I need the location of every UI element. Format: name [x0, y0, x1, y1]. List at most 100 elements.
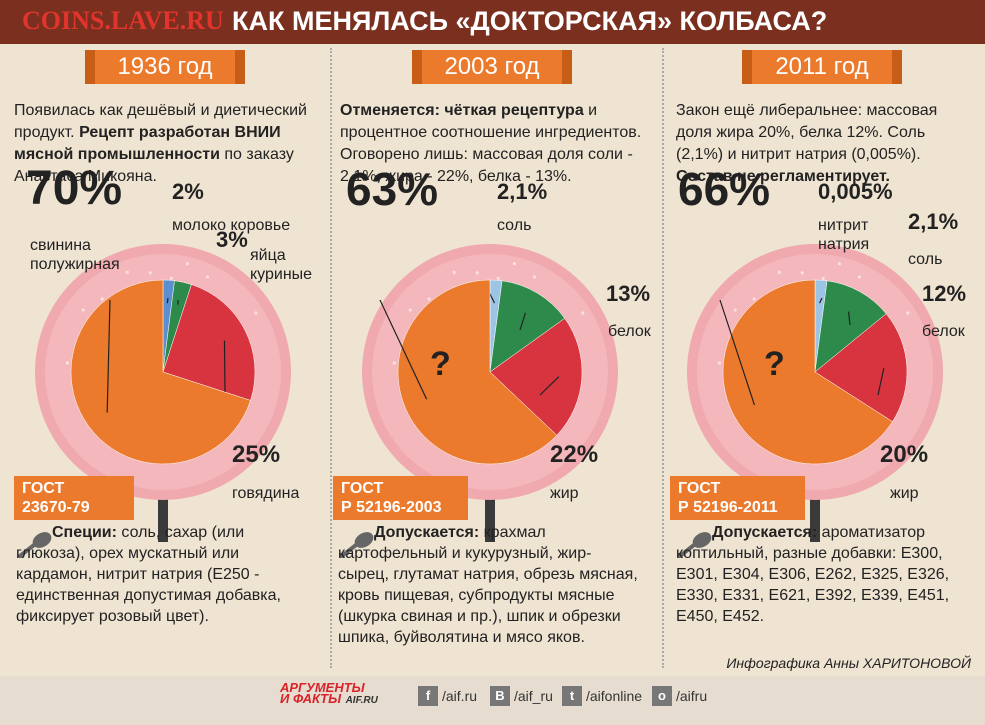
- text: ГОСТ: [22, 480, 65, 497]
- text: 23670-79: [22, 499, 90, 516]
- gost: ГОСТ 23670-79: [14, 476, 134, 520]
- speck: [65, 361, 70, 365]
- speck: [408, 308, 412, 312]
- pie-slice: [397, 279, 558, 465]
- category-label: жир: [550, 485, 579, 502]
- icon: B: [490, 686, 510, 706]
- logo-text: И ФАКТЫ: [280, 691, 342, 706]
- speck: [254, 311, 258, 315]
- text: Допускается:: [712, 524, 818, 541]
- icon: f: [418, 686, 438, 706]
- text: Отменяется: чёткая рецептура: [340, 102, 584, 119]
- value-label: 3%: [216, 226, 248, 252]
- speck: [581, 311, 585, 315]
- pie-slice: [814, 280, 887, 373]
- text: Рецепт разработан ВНИИ мясной промышленн…: [14, 124, 281, 163]
- speck: [185, 262, 190, 266]
- category-label: ?: [430, 345, 451, 383]
- value-label: 70%: [26, 162, 123, 216]
- spoon: [678, 543, 696, 558]
- speck: [532, 275, 537, 279]
- leader-line: [819, 297, 823, 304]
- leader-line: [539, 376, 560, 396]
- text: Закон ещё либеральнее: массовая доля жир…: [676, 102, 938, 163]
- value-label: 2%: [172, 178, 204, 204]
- value-label: 25%: [232, 440, 281, 468]
- gost: ГОСТ Р 52196-2003: [333, 476, 468, 520]
- category-label: свинина полужирная: [30, 237, 120, 273]
- text: ГОСТ: [678, 480, 721, 497]
- category-label: соль: [497, 217, 532, 234]
- pie-slice: [814, 313, 908, 422]
- spoon: [32, 532, 52, 548]
- speck: [821, 276, 825, 280]
- title: КАК МЕНЯЛАСЬ «ДОКТОРСКАЯ» КОЛБАСА?: [232, 6, 828, 36]
- leader-line: [877, 367, 885, 396]
- link: /aif.ru: [442, 688, 478, 704]
- category-label: белок: [922, 323, 965, 340]
- credit: Инфографика Анны ХАРИТОНОВОЙ: [726, 655, 971, 671]
- link: /aifonline: [586, 688, 643, 704]
- gost: ГОСТ Р 52196-2011: [670, 476, 805, 520]
- speck: [169, 276, 173, 280]
- value-label: 66%: [678, 163, 771, 216]
- icon: o: [652, 686, 672, 706]
- year: 1936 год: [95, 50, 235, 84]
- speck: [205, 275, 210, 279]
- value-label: 22%: [550, 440, 599, 468]
- text: и процентное соотношение ингредиентов. О…: [340, 102, 642, 185]
- speck: [906, 311, 910, 315]
- text: Р 52196-2003: [341, 499, 442, 516]
- text: Состав не регламентирует.: [676, 168, 890, 185]
- year: 2003 год: [422, 50, 562, 84]
- title-bar: [0, 0, 985, 44]
- category-label: соль: [908, 251, 943, 268]
- speck: [496, 276, 500, 280]
- text: ароматизатор коптильный, разные добавки:…: [676, 524, 950, 625]
- speck: [81, 308, 85, 312]
- category-label: молоко коровье: [172, 217, 291, 234]
- link: /aifru: [676, 688, 708, 704]
- spoon: [692, 532, 712, 548]
- value-label: 2,1%: [908, 208, 959, 234]
- category-label: говядина: [232, 485, 300, 502]
- fork: [810, 482, 820, 542]
- speck: [125, 270, 129, 274]
- pie-slice: [722, 279, 893, 465]
- leader-line: [519, 312, 527, 331]
- year: 2011 год: [752, 50, 892, 84]
- text: Р 52196-2011: [678, 499, 778, 516]
- spoon: [340, 543, 358, 558]
- watermark: COINS.LAVE.RU: [22, 6, 224, 35]
- category-label: жир: [890, 485, 919, 502]
- text: соль, сахар (или глюкоза), орех мускатны…: [16, 524, 281, 625]
- intro: Отменяется: чёткая рецептура и процентно…: [340, 100, 650, 188]
- speck: [427, 297, 431, 301]
- logo: АРГУМЕНТЫ И ФАКТЫ AIF.RU: [280, 681, 378, 706]
- pie-slice: [70, 279, 251, 465]
- leader-line: [106, 299, 111, 413]
- category-label: ?: [764, 345, 785, 383]
- speck: [837, 262, 842, 266]
- value-label: 0,005%: [818, 178, 893, 204]
- pie-slice: [162, 284, 256, 401]
- text: Появилась как дешёвый и диетический прод…: [14, 102, 307, 141]
- category-label: яйца куриные: [250, 247, 313, 283]
- speck: [475, 271, 479, 275]
- leader-line: [223, 340, 226, 396]
- note: Допускается: ароматизатор коптильный, ра…: [676, 522, 976, 627]
- fork: [485, 482, 495, 542]
- fork: [158, 482, 168, 542]
- speck: [800, 271, 804, 275]
- text: Допускается:: [374, 524, 480, 541]
- pie-slice: [489, 280, 566, 373]
- value-label: 12%: [922, 280, 967, 306]
- pie-slice: [489, 317, 583, 436]
- divider: [662, 48, 664, 668]
- leader-line: [848, 311, 851, 326]
- category-label: белок: [608, 323, 651, 340]
- value-label: 20%: [880, 440, 929, 468]
- speck: [100, 297, 104, 301]
